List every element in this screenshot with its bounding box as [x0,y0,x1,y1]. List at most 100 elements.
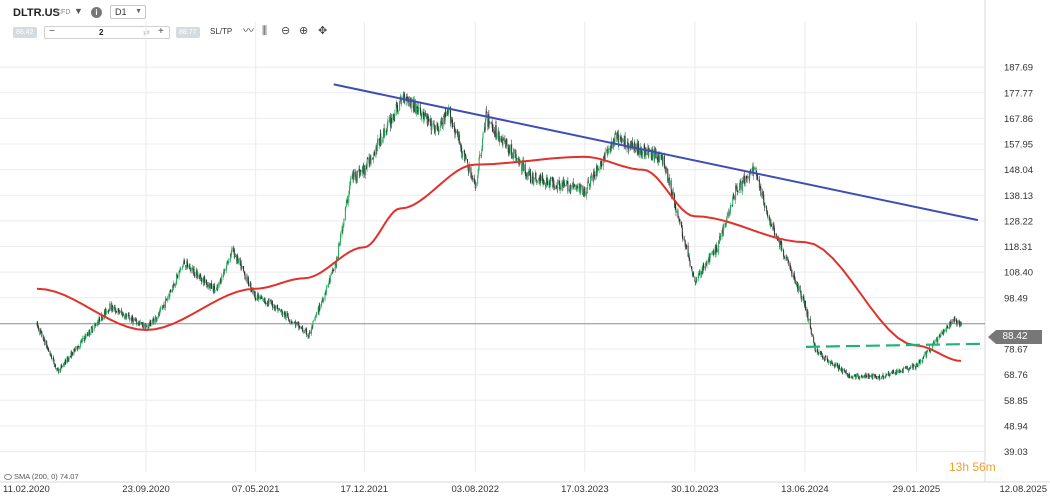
candle-down [535,179,537,181]
candle-up [835,363,837,366]
candle-down [237,256,239,263]
candle-down [526,172,528,177]
sell-price-button[interactable]: 88.42 [13,27,37,38]
candle-down [48,349,50,352]
candle-down [298,322,300,328]
candle-down [134,318,136,321]
candle-down [667,169,669,182]
symbol-dropdown-icon[interactable]: ▼ [74,6,83,16]
candle-up [477,175,479,184]
candle-down [87,334,89,336]
candle-up [688,254,690,256]
candle-up [521,163,523,172]
minus-icon[interactable]: − [49,26,55,37]
candle-up [326,284,328,288]
candle-down [155,317,157,321]
zoom-out-icon[interactable]: ⊖ [281,25,291,37]
candle-up [808,318,810,320]
candle-down [867,374,869,376]
candle-up [366,158,368,168]
zoom-in-icon[interactable]: ⊕ [299,25,309,37]
candle-down [742,180,744,182]
candle-up [179,269,181,271]
buy-price-button[interactable]: 88.77 [176,27,200,38]
support-line[interactable] [805,342,986,348]
candle-down [567,181,569,192]
candle-up [221,275,223,282]
candle-down [783,250,785,257]
candle-up [291,322,293,324]
candle-down [799,285,801,292]
candle-up [154,317,156,323]
candle-down [849,374,851,379]
candle-down [458,134,460,144]
candle-down [540,174,542,182]
candle-up [482,132,484,138]
candle-down [553,187,555,189]
candle-down [563,183,565,186]
candle-up [371,158,373,160]
candle-up [652,150,654,157]
candle-up [659,156,661,162]
candle-down [258,296,260,299]
candle-down [609,147,611,150]
candle-up [593,171,595,182]
countdown-hours: 13h [949,460,970,474]
candle-up [760,192,762,197]
candle-down [132,316,134,320]
candle-down [302,327,304,332]
info-icon[interactable]: i [91,7,102,18]
candle-up [765,206,767,208]
sltp-button[interactable]: SL/TP [210,27,233,36]
candle-down [740,181,742,190]
eye-icon[interactable] [4,474,12,481]
crosshair-icon[interactable]: ✥ [318,25,328,37]
candles-icon[interactable]: ⫼ [262,25,268,37]
candle-down [148,326,150,328]
candle-down [99,316,101,322]
timeframe-select[interactable]: D1 ▼ [110,5,146,19]
chevron-down-icon: ▼ [135,8,142,15]
candle-down [781,242,783,251]
indicator-legend[interactable]: SMA (200, 0) 74.07 [4,472,79,481]
candle-down [681,224,683,228]
toolbar-trade: 88.42 − 2 ⇄ + 88.77 SL/TP 〰 ⫼ ⊖ ⊕ ✥ [0,24,1050,40]
candle-down [183,259,185,265]
candle-down [861,376,863,378]
candle-up [502,138,504,145]
candle-up [739,180,741,183]
candle-down [866,375,868,378]
candle-down [165,299,167,301]
candle-down [809,318,811,328]
candle-up [711,252,713,254]
candle-up [570,186,572,188]
candle-up [112,307,114,310]
candle-down [441,120,443,122]
candle-down [841,367,843,371]
candle-down [777,238,779,241]
candle-down [332,269,334,272]
candle-up [372,156,374,160]
line-chart-icon[interactable]: 〰 [243,25,254,37]
trendline[interactable] [333,83,979,222]
symbol-label[interactable]: DLTR.US [13,7,60,19]
candle-down [664,166,666,169]
candle-down [794,280,796,284]
plus-icon[interactable]: + [158,26,164,37]
candle-up [754,167,756,169]
candle-up [747,176,749,178]
x-tick-label: 30.10.2023 [671,484,719,495]
candle-up [370,158,372,164]
candle-down [52,357,54,360]
quantity-value[interactable]: 2 [99,28,104,37]
candle-down [807,311,809,320]
candle-down [450,106,452,124]
candle-down [416,106,418,109]
candle-down [495,125,497,138]
candle-down [445,111,447,118]
candle-up [129,318,131,320]
candle-up [919,361,921,364]
candle-down [234,256,236,257]
candle-down [373,151,375,156]
